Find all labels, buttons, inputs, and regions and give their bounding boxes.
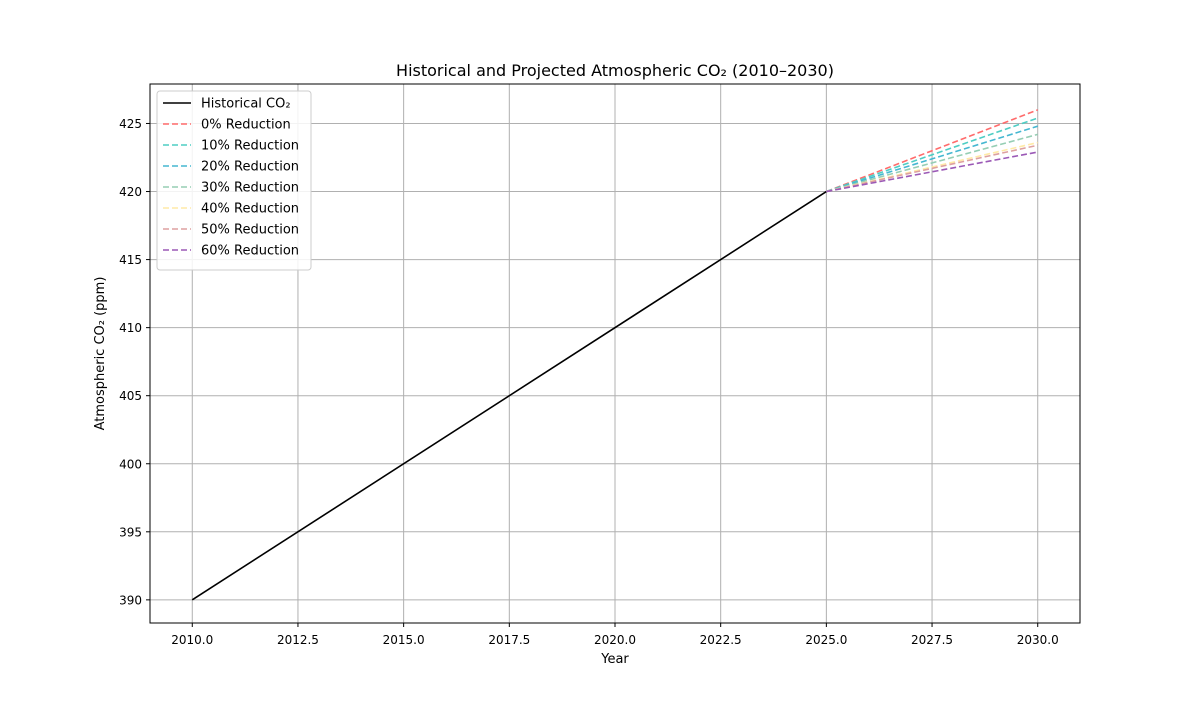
legend-label: 60% Reduction (201, 244, 299, 259)
y-axis-label: Atmospheric CO₂ (ppm) (93, 277, 108, 431)
series-line-4 (826, 133, 1038, 193)
y-axis: 390 395 400 405 410 415 420 425 (119, 117, 150, 607)
x-tick-label: 2030.0 (1017, 633, 1059, 647)
legend-label: 50% Reduction (201, 223, 299, 238)
x-tick-label: 2027.5 (911, 633, 953, 647)
y-tick-label: 405 (119, 389, 142, 403)
legend-label: 10% Reduction (201, 139, 299, 154)
y-tick-label: 400 (119, 457, 142, 471)
y-tick-label: 395 (119, 525, 142, 539)
x-tick-label: 2025.0 (805, 633, 847, 647)
y-tick-label: 410 (119, 321, 142, 335)
legend-label: 0% Reduction (201, 118, 291, 133)
legend-label: 30% Reduction (201, 181, 299, 196)
y-tick-label: 420 (119, 185, 142, 199)
x-tick-label: 2017.5 (488, 633, 530, 647)
x-tick-label: 2022.5 (700, 633, 742, 647)
legend-box (156, 90, 312, 271)
series-line-2 (826, 117, 1038, 193)
x-tick-label: 2010.0 (171, 633, 213, 647)
x-axis-label: Year (600, 652, 629, 667)
series-lines (191, 109, 1039, 601)
chart-title: Historical and Projected Atmospheric CO₂… (396, 61, 834, 80)
series-line-6 (826, 144, 1038, 193)
series-line-0 (191, 190, 827, 601)
legend: Historical CO₂ 0% Reduction 10% Reduction 2… (156, 90, 312, 271)
legend-label: Historical CO₂ (201, 97, 291, 112)
y-tick-label: 390 (119, 593, 142, 607)
legend-label: 40% Reduction (201, 202, 299, 217)
x-axis: 2010.0 2012.5 2015.0 2017.5 2020.0 2022.5 2025… (171, 623, 1059, 647)
series-line-3 (826, 125, 1038, 193)
legend-label: 20% Reduction (201, 160, 299, 175)
series-line-1 (826, 109, 1039, 193)
x-tick-label: 2020.0 (594, 633, 636, 647)
y-tick-label: 415 (119, 253, 142, 267)
x-tick-label: 2015.0 (383, 633, 425, 647)
x-tick-label: 2012.5 (277, 633, 319, 647)
y-tick-label: 425 (119, 117, 142, 131)
